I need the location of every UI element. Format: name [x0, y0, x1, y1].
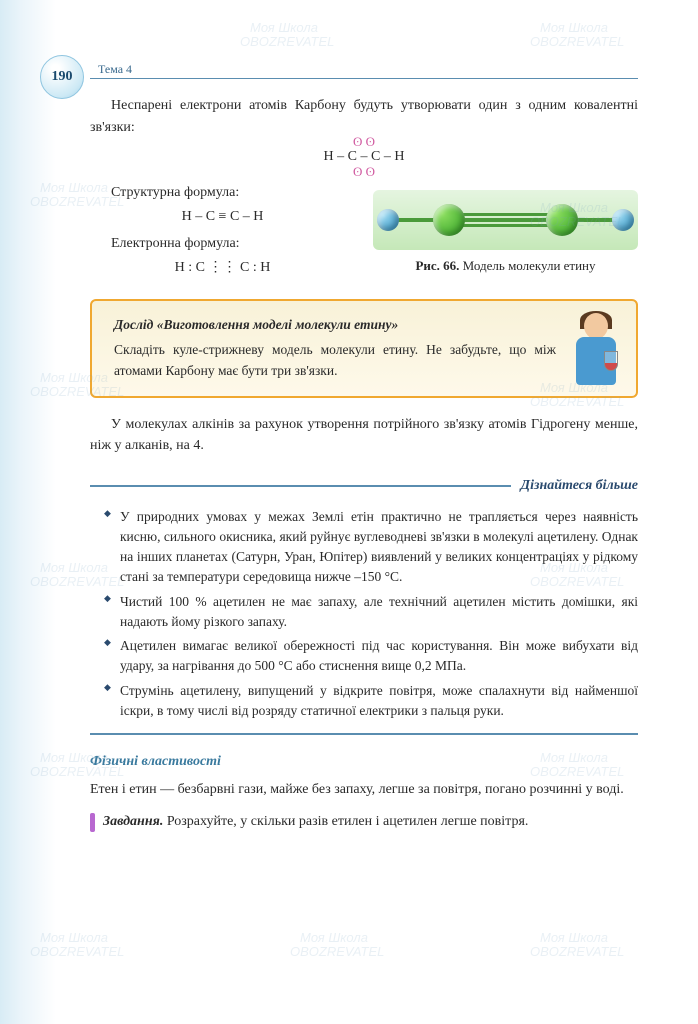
physical-properties-para: Етен і етин — безбарвні гази, майже без …: [90, 779, 638, 801]
figure-caption-text: Модель молекули етину: [459, 258, 595, 273]
molecule-model-figure: [373, 190, 638, 250]
electron-formula: H : C ⋮⋮ C : H: [90, 257, 355, 279]
structural-formula-label: Структурна формула:: [90, 182, 355, 204]
section-end-rule: [90, 733, 638, 735]
learn-more-divider: Дізнайтеся більше: [90, 475, 638, 497]
list-item: Струмінь ацетилену, випущений у відкрите…: [104, 681, 638, 722]
experiment-body: Складіть куле-стрижневу модель молекули …: [114, 340, 556, 382]
list-item: Ацетилен вимагає великої обережності під…: [104, 636, 638, 677]
lewis-lower-dots-icon: ʘ ʘ: [353, 162, 375, 182]
task-body: Розрахуйте, у скільки разів етилен і аце…: [163, 814, 528, 829]
figure-column: Рис. 66. Модель молекули етину: [373, 190, 638, 276]
lewis-upper-dots-icon: ʘ ʘ: [353, 132, 375, 152]
list-item: Чистий 100 % ацетилен не має запаху, але…: [104, 592, 638, 633]
formula-column: Структурна формула: H – C ≡ C – H Електр…: [90, 182, 355, 285]
electron-formula-label: Електронна формула:: [90, 233, 355, 255]
structural-formula: H – C ≡ C – H: [90, 206, 355, 228]
lewis-formula: ʘ ʘ H – C – C – H ʘ ʘ: [90, 146, 638, 168]
teacher-illustration-icon: [566, 311, 626, 386]
carbon-ball-left-icon: [433, 204, 465, 236]
hydrogen-ball-right-icon: [612, 209, 634, 231]
hydrogen-ball-left-icon: [377, 209, 399, 231]
main-content: Неспарені електрони атомів Карбону будут…: [90, 95, 638, 832]
formula-and-figure-row: Структурна формула: H – C ≡ C – H Електр…: [90, 182, 638, 285]
experiment-callout: Дослід «Виготовлення моделі молекули ети…: [90, 299, 638, 398]
divider-line-icon: [90, 485, 511, 487]
physical-properties-title: Фізичні властивості: [90, 751, 638, 773]
after-experiment-paragraph: У молекулах алкінів за рахунок утворення…: [90, 414, 638, 457]
figure-caption-number: Рис. 66.: [415, 258, 459, 273]
task-text: Завдання. Розрахуйте, у скільки разів ет…: [103, 811, 638, 833]
bond-rod-icon: [381, 218, 630, 222]
page-number: 190: [52, 69, 73, 85]
learn-more-list: У природних умовах у межах Землі етін пр…: [104, 507, 638, 722]
header-tema: Тема 4: [98, 62, 132, 77]
task-marker-icon: [90, 813, 95, 833]
experiment-title: Дослід «Виготовлення моделі молекули ети…: [114, 315, 556, 336]
page-number-badge: 190: [40, 55, 84, 99]
task-label: Завдання.: [103, 814, 163, 829]
page-container: 190 Тема 4 Неспарені електрони атомів Ка…: [0, 0, 698, 1024]
header-rule: [90, 78, 638, 79]
carbon-ball-right-icon: [546, 204, 578, 236]
list-item: У природних умовах у межах Землі етін пр…: [104, 507, 638, 588]
task-block: Завдання. Розрахуйте, у скільки разів ет…: [90, 811, 638, 833]
learn-more-label: Дізнайтеся більше: [521, 475, 638, 497]
figure-caption: Рис. 66. Модель молекули етину: [373, 256, 638, 276]
